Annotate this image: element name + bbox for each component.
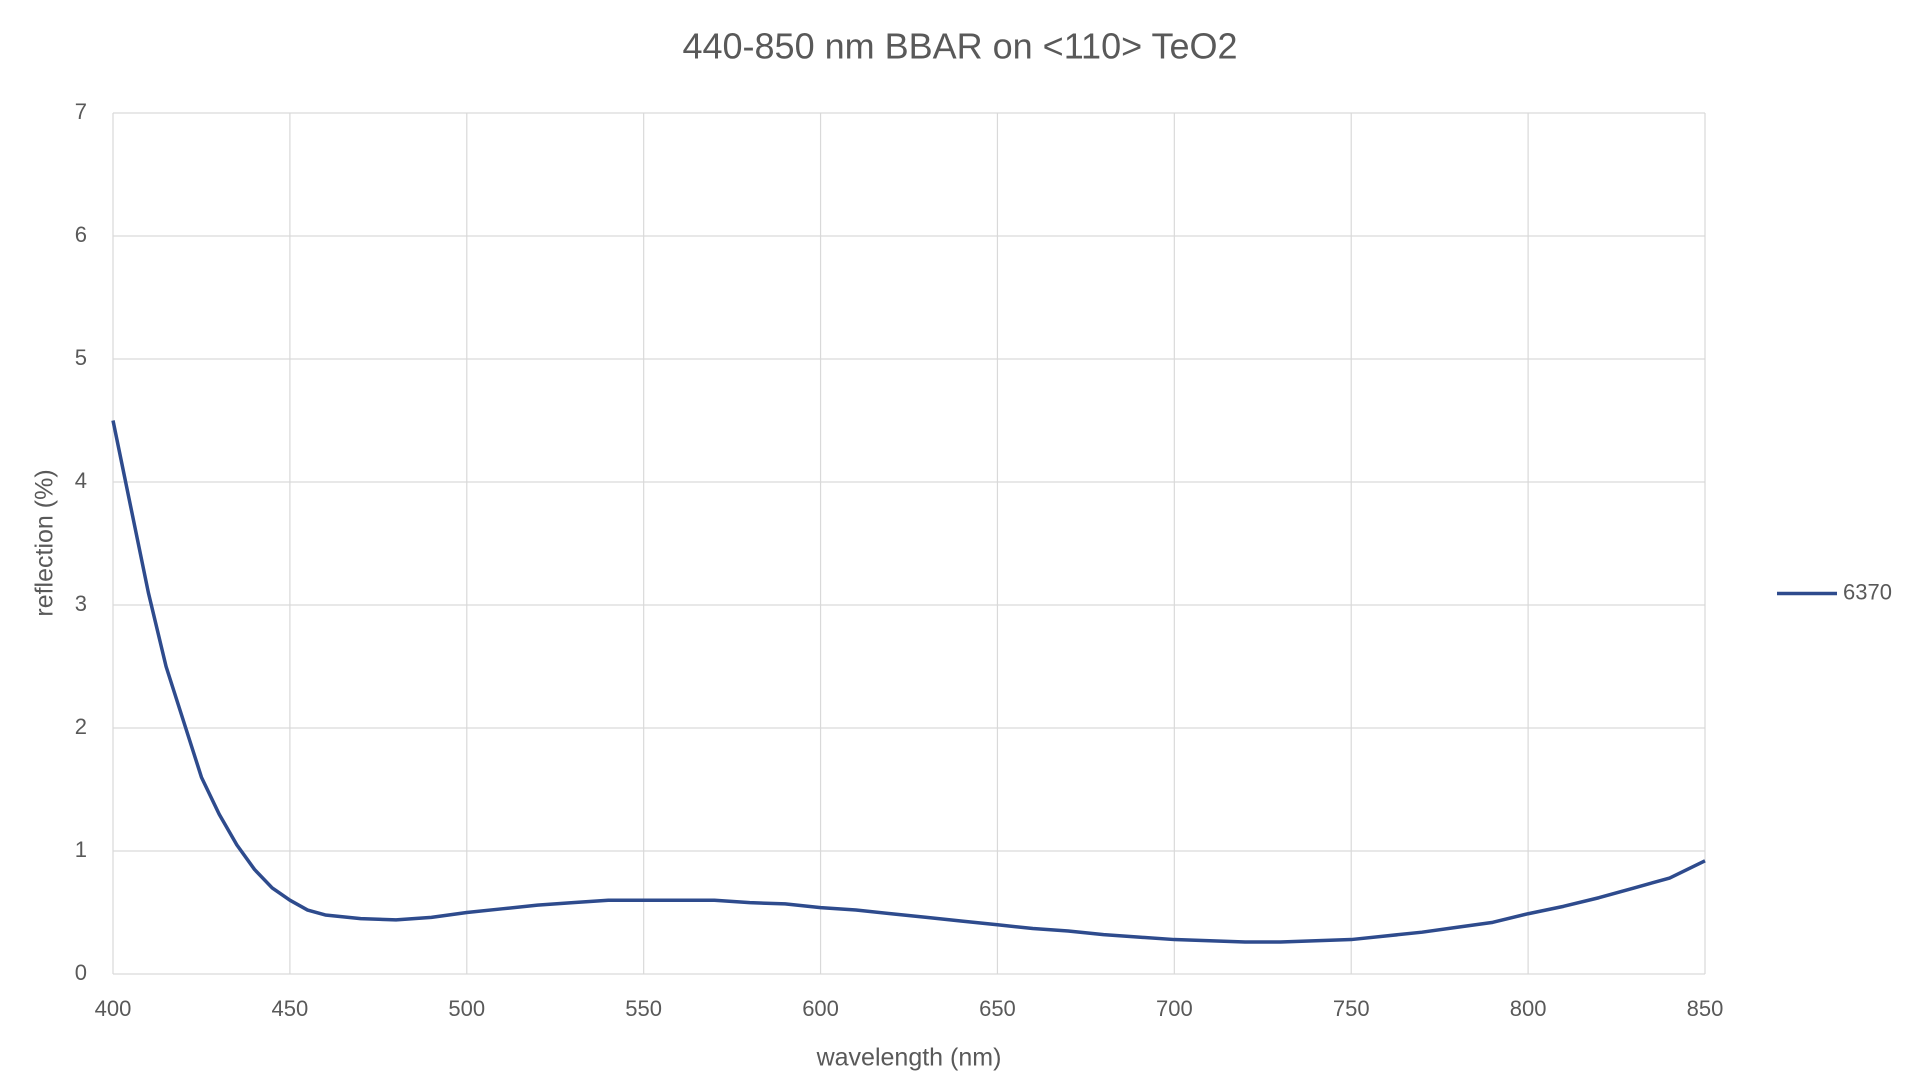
x-tick-label: 700 (1156, 996, 1193, 1021)
y-tick-label: 3 (75, 591, 87, 616)
y-tick-label: 1 (75, 837, 87, 862)
y-tick-label: 7 (75, 99, 87, 124)
y-axis-label: reflection (%) (31, 469, 59, 616)
x-tick-label: 650 (979, 996, 1016, 1021)
x-tick-label: 850 (1687, 996, 1724, 1021)
y-tick-label: 4 (75, 468, 87, 493)
x-tick-label: 400 (95, 996, 132, 1021)
chart-title: 440-850 nm BBAR on <110> TeO2 (682, 26, 1237, 67)
x-tick-label: 600 (802, 996, 839, 1021)
x-axis-label: wavelength (nm) (816, 1044, 1002, 1072)
x-tick-label: 500 (448, 996, 485, 1021)
data-line (111, 420, 1706, 944)
legend-label: 6370 (1843, 579, 1892, 604)
x-tick-label: 450 (272, 996, 309, 1021)
x-tick-label: 550 (625, 996, 662, 1021)
y-tick-label: 0 (75, 960, 87, 985)
y-tick-label: 6 (75, 222, 87, 247)
y-tick-label: 2 (75, 714, 87, 739)
x-tick-label: 750 (1333, 996, 1370, 1021)
y-tick-label: 5 (75, 345, 87, 370)
x-tick-label: 800 (1510, 996, 1547, 1021)
